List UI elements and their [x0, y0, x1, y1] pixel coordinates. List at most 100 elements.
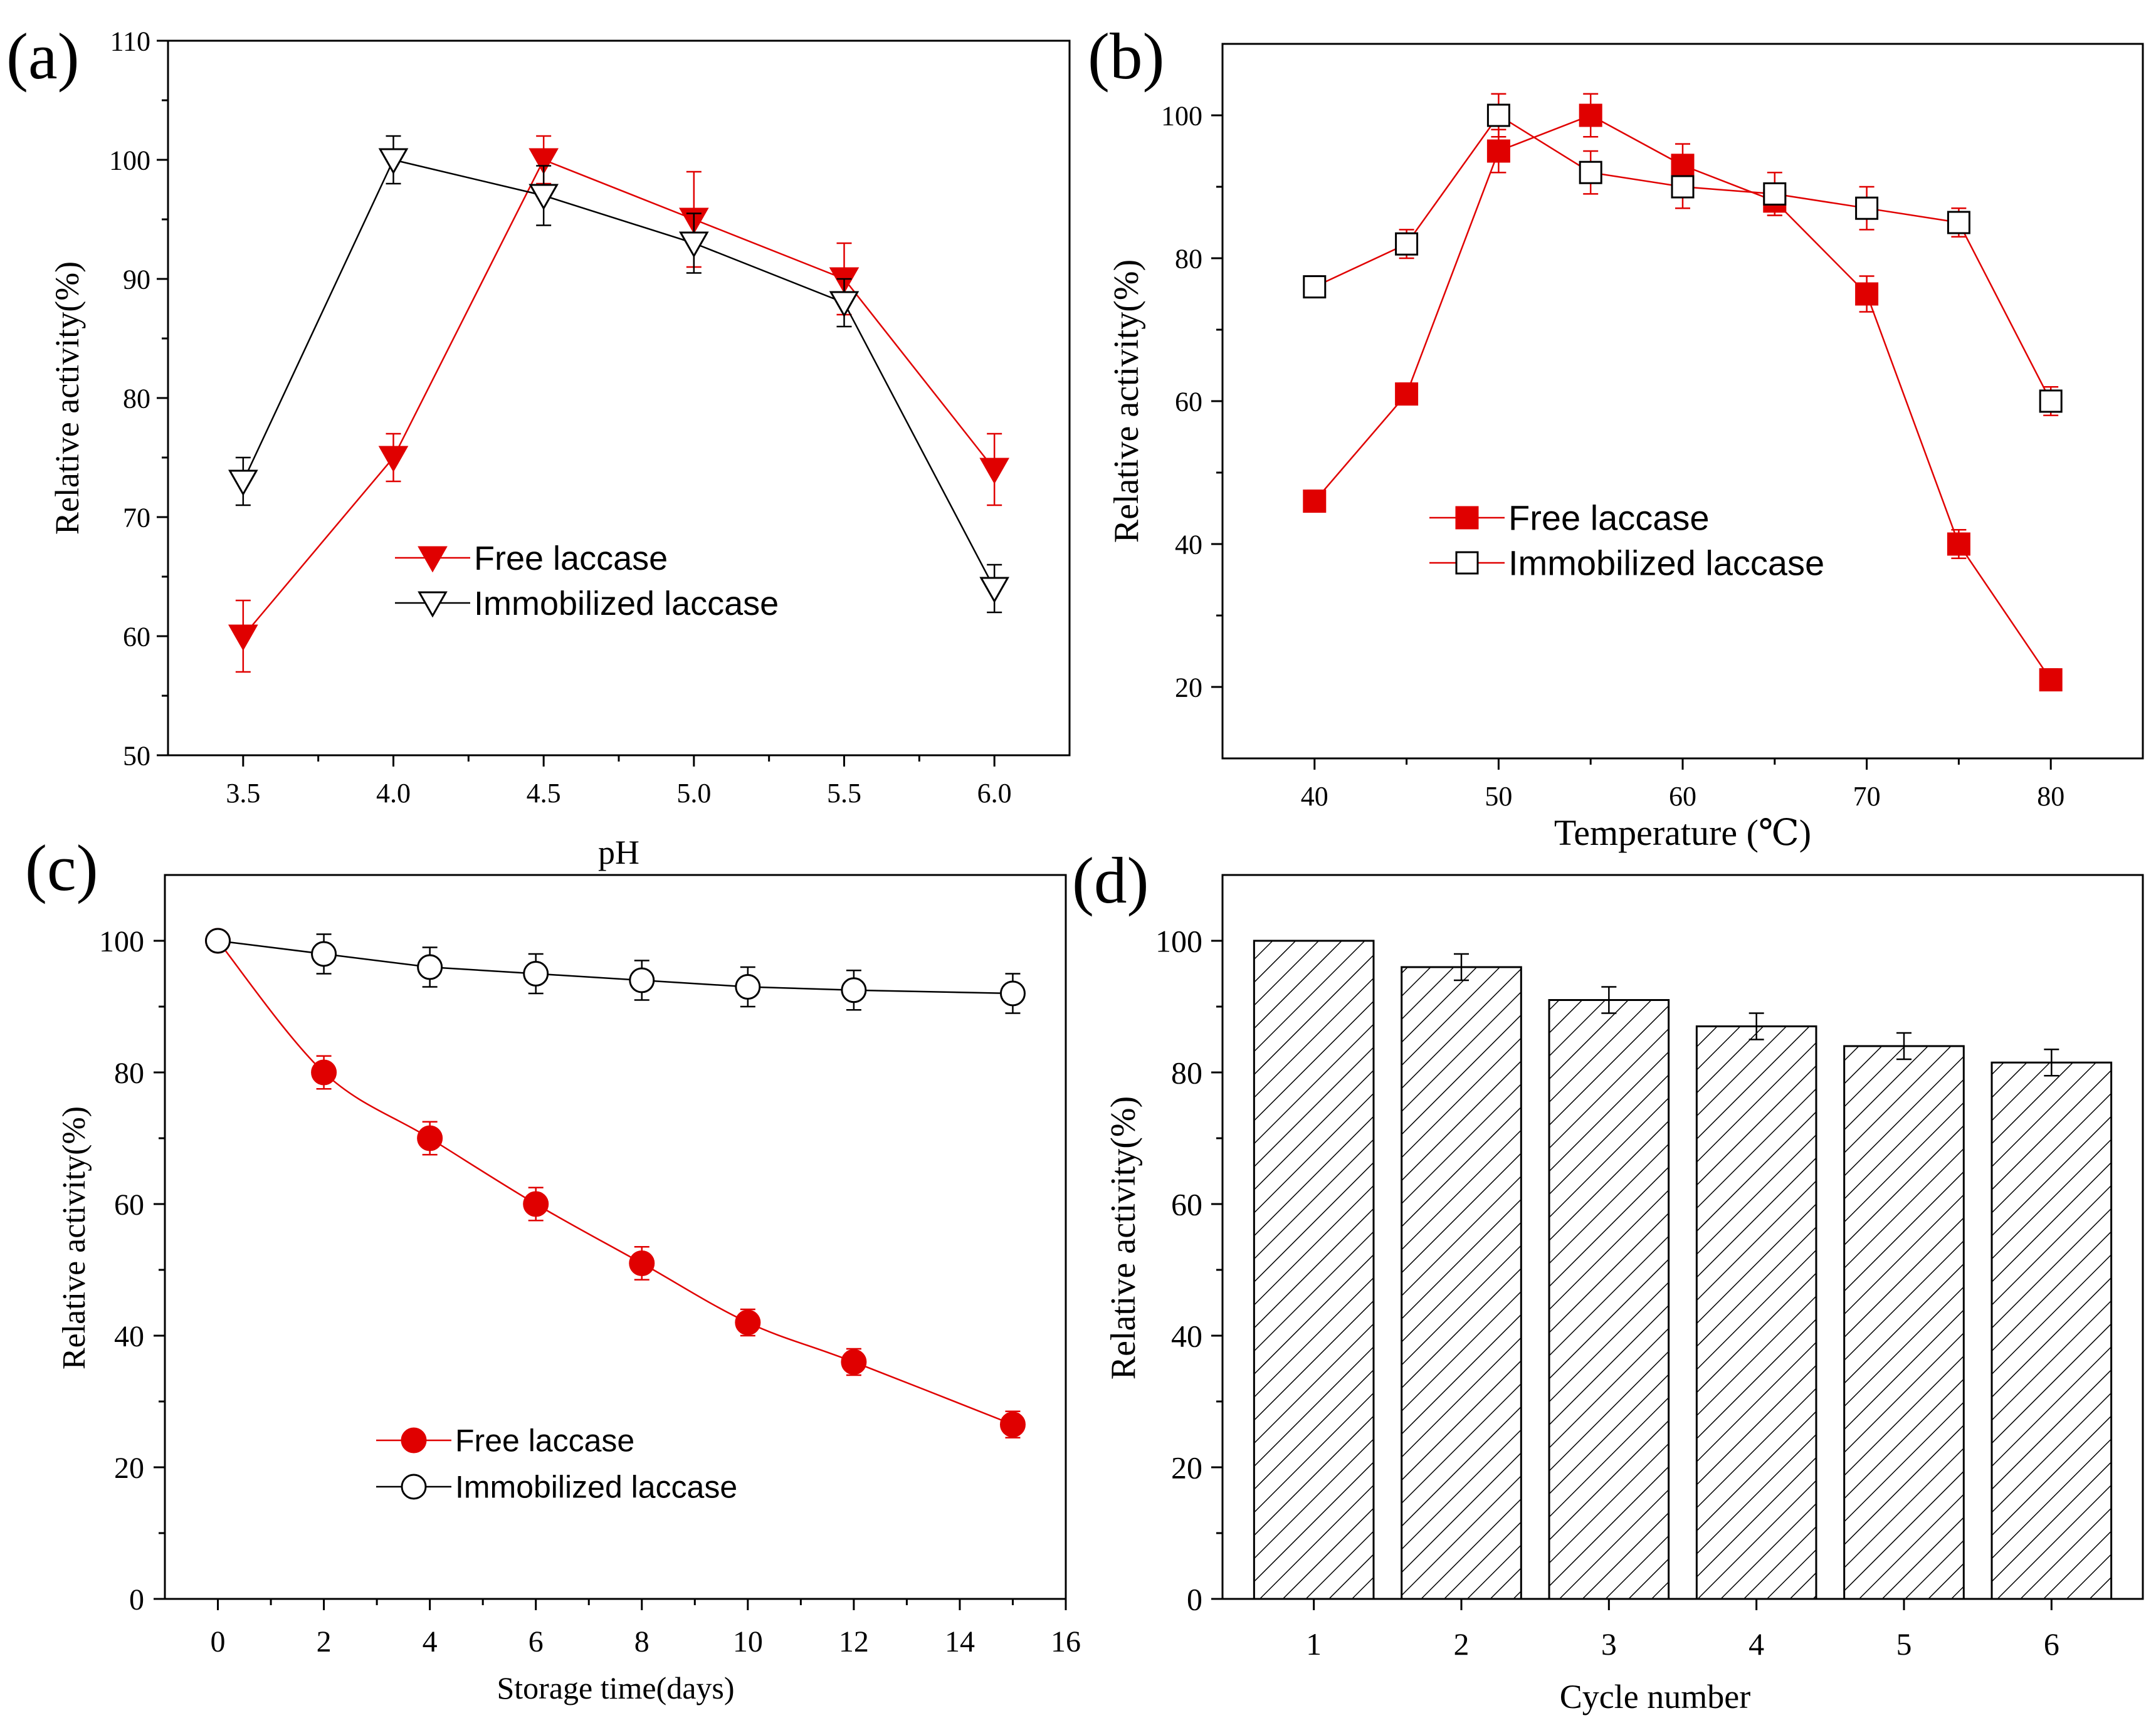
- panel-label-a: (a): [6, 19, 80, 93]
- legend-marker: [401, 1474, 427, 1500]
- panel-label-c: (c): [25, 831, 98, 904]
- x-tick-label: 5.5: [827, 778, 861, 809]
- x-tick-label: 60: [1669, 781, 1696, 812]
- bar: [1990, 1061, 2113, 1600]
- y-tick-label: 60: [114, 1188, 144, 1222]
- x-tick-label: 16: [1051, 1625, 1081, 1658]
- data-point: [2039, 668, 2063, 692]
- bar: [1548, 999, 1670, 1600]
- legend-marker: [1455, 551, 1479, 575]
- plot-frame: [1221, 874, 2144, 1600]
- x-tick-label: 12: [839, 1625, 869, 1658]
- data-point: [523, 961, 549, 987]
- y-tick-label: 40: [1171, 1319, 1202, 1354]
- bar: [1843, 1045, 1965, 1600]
- series-line: [217, 940, 1013, 1425]
- x-tick-label: 6: [528, 1625, 544, 1658]
- x-tick-label: 14: [945, 1625, 975, 1658]
- data-point: [1671, 175, 1695, 199]
- y-tick-label: 100: [1155, 924, 1202, 959]
- data-point: [1855, 196, 1879, 220]
- legend-label: Free laccase: [455, 1423, 634, 1459]
- data-point: [1486, 103, 1510, 127]
- x-tick-label: 1: [1306, 1626, 1322, 1662]
- data-point: [311, 1059, 337, 1086]
- y-tick-label: 90: [123, 264, 150, 295]
- bar: [1401, 966, 1522, 1600]
- data-point: [1579, 103, 1602, 127]
- y-tick-label: 60: [123, 621, 150, 652]
- data-point: [378, 446, 409, 473]
- x-axis-label: Storage time(days): [497, 1670, 734, 1705]
- y-axis-label: Relative activity(%): [56, 1106, 92, 1370]
- y-tick-label: 50: [123, 740, 150, 771]
- y-tick-label: 80: [1171, 1055, 1202, 1091]
- data-point: [1855, 282, 1879, 306]
- x-axis-label: Cycle number: [1560, 1678, 1750, 1715]
- data-point: [735, 974, 761, 1000]
- y-axis-label: Relative activity(%): [1107, 259, 1146, 543]
- data-point: [1947, 211, 1970, 234]
- y-tick-label: 80: [1175, 243, 1202, 274]
- data-point: [2039, 389, 2063, 413]
- y-tick-label: 20: [1171, 1450, 1202, 1485]
- data-point: [979, 577, 1009, 604]
- y-tick-label: 80: [114, 1057, 144, 1090]
- x-tick-label: 5.0: [676, 778, 711, 809]
- x-axis-label: Temperature (℃): [1554, 812, 1811, 853]
- panel-label-b: (b): [1088, 19, 1164, 93]
- x-tick-label: 4: [423, 1625, 438, 1658]
- data-point: [528, 184, 559, 211]
- x-tick-label: 6: [2044, 1626, 2059, 1662]
- data-point: [1486, 139, 1510, 163]
- data-point: [1763, 182, 1787, 206]
- series-line: [218, 940, 1013, 995]
- data-point: [1395, 382, 1419, 406]
- data-point: [1579, 160, 1602, 184]
- y-tick-label: 40: [1175, 529, 1202, 560]
- series-line: [242, 159, 996, 637]
- legend-marker: [401, 1427, 427, 1453]
- data-point: [523, 1191, 549, 1217]
- panel-label-d: (d): [1072, 844, 1149, 917]
- chart-panel-b: 20 40 60 80 100 Relative activity(%) 40 50 60 70 8…: [1107, 43, 2144, 853]
- y-tick-label: 100: [109, 145, 150, 175]
- x-tick-label: 3: [1601, 1626, 1617, 1662]
- data-point: [1395, 232, 1419, 256]
- y-tick-label: 60: [1171, 1187, 1202, 1222]
- data-point: [311, 941, 337, 967]
- x-tick-label: 80: [2037, 781, 2064, 812]
- data-point: [228, 624, 258, 651]
- data-point: [629, 1250, 655, 1276]
- data-point: [417, 1125, 443, 1151]
- legend-marker: [418, 591, 448, 618]
- legend-label: Immobilized laccase: [474, 585, 779, 622]
- y-tick-label: 70: [123, 502, 150, 533]
- x-axis-label: pH: [598, 834, 639, 871]
- data-point: [979, 458, 1009, 484]
- y-tick-label: 0: [129, 1583, 144, 1616]
- data-point: [228, 469, 258, 496]
- y-axis-label: Relative activity(%): [1104, 1096, 1143, 1380]
- x-tick-label: 10: [733, 1625, 763, 1658]
- data-point: [999, 1412, 1026, 1438]
- y-tick-label: 100: [99, 925, 144, 958]
- y-tick-label: 20: [114, 1452, 144, 1485]
- x-tick-label: 4.5: [527, 778, 561, 809]
- y-tick-label: 60: [1175, 386, 1202, 417]
- x-tick-label: 2: [317, 1625, 332, 1658]
- y-tick-label: 100: [1161, 100, 1202, 131]
- x-tick-label: 3.5: [226, 778, 260, 809]
- data-point: [1303, 275, 1327, 299]
- y-tick-label: 0: [1187, 1582, 1202, 1617]
- x-tick-label: 50: [1485, 781, 1512, 812]
- chart-panel-a: 50 60 70 80 90 100 110 Relative activity(%) 3.5 4…: [48, 26, 1071, 871]
- y-axis-label: Relative activity(%): [48, 261, 86, 535]
- chart-panel-d: 0 20 40 60 80 100 Relative activity(%) 1 2 3 4 5 6 Cy…: [1104, 874, 2144, 1715]
- x-tick-label: 2: [1454, 1626, 1470, 1662]
- data-point: [378, 148, 409, 175]
- x-tick-label: 40: [1301, 781, 1328, 812]
- x-tick-label: 5: [1896, 1626, 1912, 1662]
- legend-marker: [1455, 506, 1479, 530]
